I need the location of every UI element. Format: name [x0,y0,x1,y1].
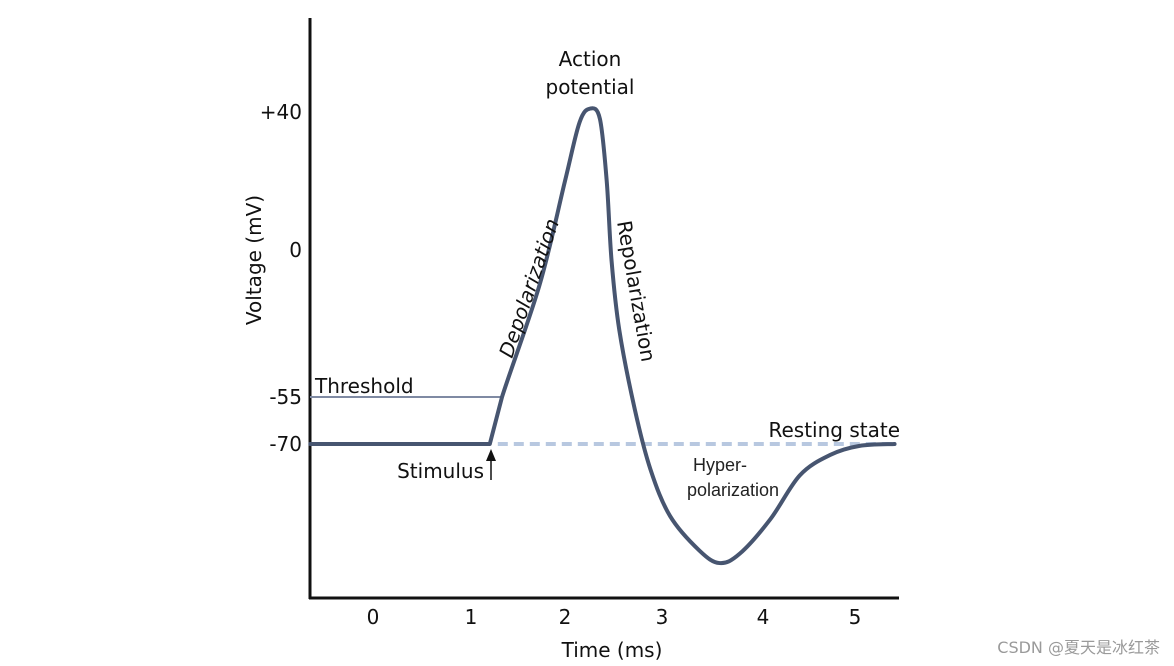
x-tick-label: 0 [367,605,380,629]
y-tick-label: -70 [269,432,302,456]
y-axis-label: Voltage (mV) [242,195,266,325]
x-tick-label: 3 [656,605,669,629]
watermark: CSDN @夏天是冰红茶 [997,638,1160,657]
resting-state-label: Resting state [768,418,900,442]
x-tick-label: 2 [559,605,572,629]
hyperpolarization-label-line1: Hyper- [693,455,747,475]
y-tick-label: 0 [289,238,302,262]
peak-label-line1: Action [559,47,622,71]
peak-label-line2: potential [546,75,635,99]
y-tick-label: +40 [260,100,302,124]
membrane-potential-curve [308,106,897,566]
threshold-label: Threshold [314,374,414,398]
hyperpolarization-label-line2: polarization [687,480,779,500]
y-tick-label: -55 [269,385,302,409]
x-axis-label: Time (ms) [561,638,663,662]
depolarization-label: Depolarization [494,215,564,360]
x-tick-label: 4 [757,605,770,629]
stimulus-arrow-icon [486,449,496,480]
x-tick-label: 5 [849,605,862,629]
x-tick-label: 1 [465,605,478,629]
stimulus-label: Stimulus [397,459,484,483]
